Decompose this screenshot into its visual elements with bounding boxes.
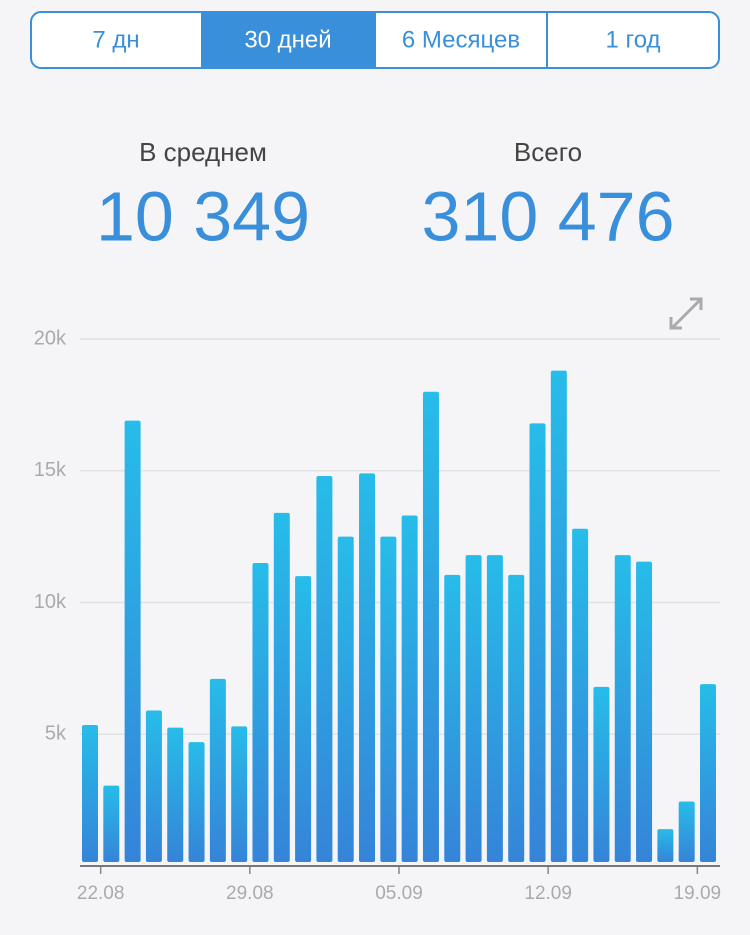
bar xyxy=(273,512,290,862)
stat-value: 10 349 xyxy=(96,177,310,255)
bar xyxy=(359,473,376,862)
tab[interactable]: 6 Месяцев xyxy=(402,26,520,53)
x-tick-label: 19.09 xyxy=(674,883,722,904)
stat-label: В среднем xyxy=(139,137,267,167)
bar xyxy=(103,785,120,862)
tab-bar: 7 дн 30 дней 6 Месяцев 1 год xyxy=(30,11,720,69)
y-tick-label: 20k xyxy=(34,327,67,349)
bar xyxy=(380,536,397,862)
tab[interactable]: 7 дн xyxy=(92,26,139,53)
bar xyxy=(486,555,503,862)
bar xyxy=(657,829,674,862)
bar xyxy=(337,536,354,862)
bar xyxy=(508,574,525,862)
tab[interactable]: 30 дней xyxy=(244,26,331,53)
x-tick-label: 05.09 xyxy=(375,883,423,904)
bar xyxy=(401,515,418,862)
bar xyxy=(593,686,610,862)
bar xyxy=(167,727,184,862)
x-tick-label: 12.09 xyxy=(524,883,572,904)
bar xyxy=(636,561,653,862)
bar xyxy=(316,476,333,862)
bar xyxy=(699,684,716,862)
bar xyxy=(678,801,695,862)
tab-selected-bg xyxy=(201,13,375,67)
bar xyxy=(529,423,546,862)
bar xyxy=(444,574,461,862)
bar xyxy=(145,710,162,862)
y-tick-label: 5k xyxy=(45,723,67,745)
y-tick-label: 10k xyxy=(34,591,67,613)
bar xyxy=(188,742,205,862)
chart: 5k 10k 15k 20k 22.08 29.08 05.09 12.09 19.09 xyxy=(34,327,721,904)
stat-label: Всего xyxy=(514,137,582,167)
expand-icon[interactable] xyxy=(669,297,703,330)
bar xyxy=(252,562,269,862)
bar xyxy=(295,576,312,862)
stat-value: 310 476 xyxy=(421,177,674,255)
bar xyxy=(124,420,141,862)
bar xyxy=(614,555,631,862)
bar xyxy=(465,555,482,862)
bar xyxy=(550,370,567,862)
tab[interactable]: 1 год xyxy=(605,26,660,53)
bar xyxy=(422,391,439,862)
x-tick-label: 22.08 xyxy=(77,883,125,904)
bar xyxy=(231,726,248,862)
y-tick-label: 15k xyxy=(34,459,67,481)
bar xyxy=(572,528,589,862)
x-tick-label: 29.08 xyxy=(226,883,274,904)
bar xyxy=(82,725,98,862)
bar xyxy=(209,678,226,862)
